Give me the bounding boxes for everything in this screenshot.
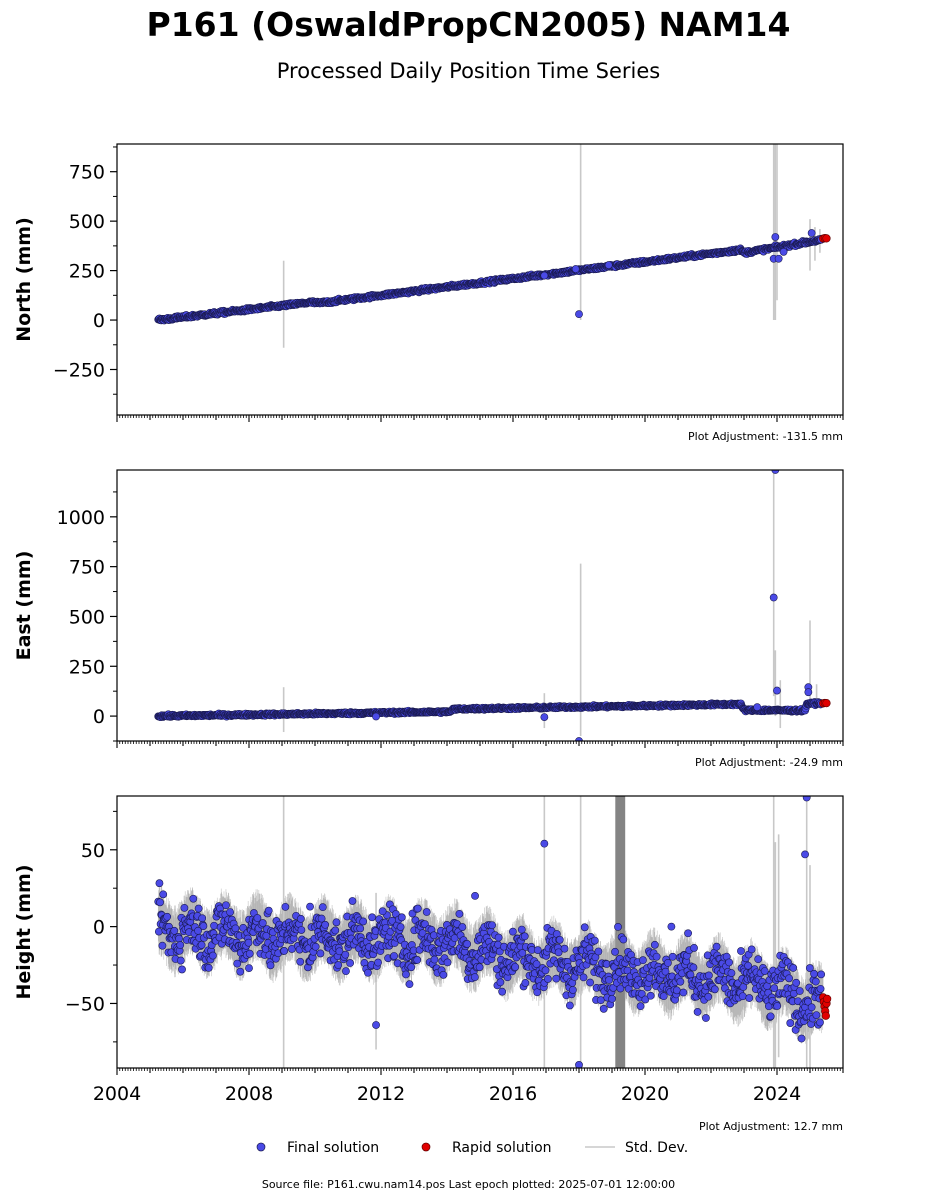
final-point — [604, 261, 613, 269]
final-point — [807, 229, 816, 237]
chart-subtitle: Processed Daily Position Time Series — [277, 59, 661, 83]
rapid-solution-series — [819, 234, 831, 243]
y-tick-label: 500 — [69, 211, 105, 233]
final-point — [571, 265, 580, 273]
final-point — [771, 233, 780, 241]
final-point — [540, 271, 549, 280]
plot-area — [154, 144, 831, 348]
rapid-point — [822, 234, 831, 243]
y-axis-label: North (mm) — [13, 217, 35, 342]
y-tick-label: 250 — [69, 261, 105, 283]
y-tick-label: 750 — [69, 162, 105, 184]
y-tick-label: −250 — [53, 360, 105, 382]
plot-adjustment-note: Plot Adjustment: -131.5 mm — [688, 430, 843, 443]
chart-title: P161 (OswaldPropCN2005) NAM14 — [147, 5, 791, 44]
final-point — [774, 254, 783, 263]
final-point — [575, 310, 583, 319]
plot-area — [154, 470, 831, 741]
final-solution-series — [154, 229, 826, 325]
y-tick-label: 0 — [93, 310, 105, 332]
north-panel: −250 0 250 500 750 North (mm) Plot Adjustment:… — [13, 143, 844, 443]
final-point — [779, 247, 788, 256]
final-solution-series — [154, 470, 826, 741]
